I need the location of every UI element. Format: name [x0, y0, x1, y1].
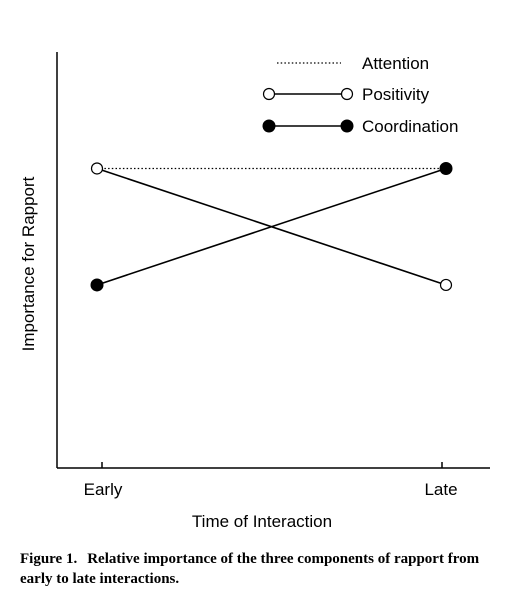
data-point-positivity-early — [90, 162, 104, 175]
data-point-coordination-early — [90, 278, 104, 292]
series-line-coordination — [96, 167, 447, 286]
legend-item-coordination: Coordination — [262, 117, 458, 136]
legend-label-positivity: Positivity — [362, 85, 430, 104]
legend-item-attention: Attention — [277, 54, 429, 73]
data-point-coordination-late — [439, 161, 453, 175]
x-axis-title: Time of Interaction — [192, 512, 332, 531]
figure-number: Figure 1. — [20, 551, 78, 567]
legend-label-attention: Attention — [362, 54, 429, 73]
x-tick-label-early: Early — [84, 480, 123, 499]
rapport-line-chart: Early Late Time of Interaction Importanc… — [19, 52, 490, 531]
figure-caption: Figure 1. Relative importance of the thre… — [20, 549, 510, 589]
legend-marker-coordination-right — [340, 119, 354, 133]
figure-caption-text: Relative importance of the three compone… — [20, 551, 480, 587]
legend-marker-positivity-right — [340, 87, 354, 101]
legend-label-coordination: Coordination — [362, 117, 458, 136]
legend: Attention Positivity Coordination — [262, 54, 458, 136]
x-tick-label-late: Late — [424, 480, 457, 499]
data-point-positivity-late — [439, 278, 453, 292]
legend-item-positivity: Positivity — [262, 85, 430, 104]
y-axis-title: Importance for Rapport — [19, 176, 38, 351]
series-layer — [90, 161, 453, 292]
legend-marker-positivity-left — [262, 87, 276, 101]
legend-marker-coordination-left — [262, 119, 276, 133]
